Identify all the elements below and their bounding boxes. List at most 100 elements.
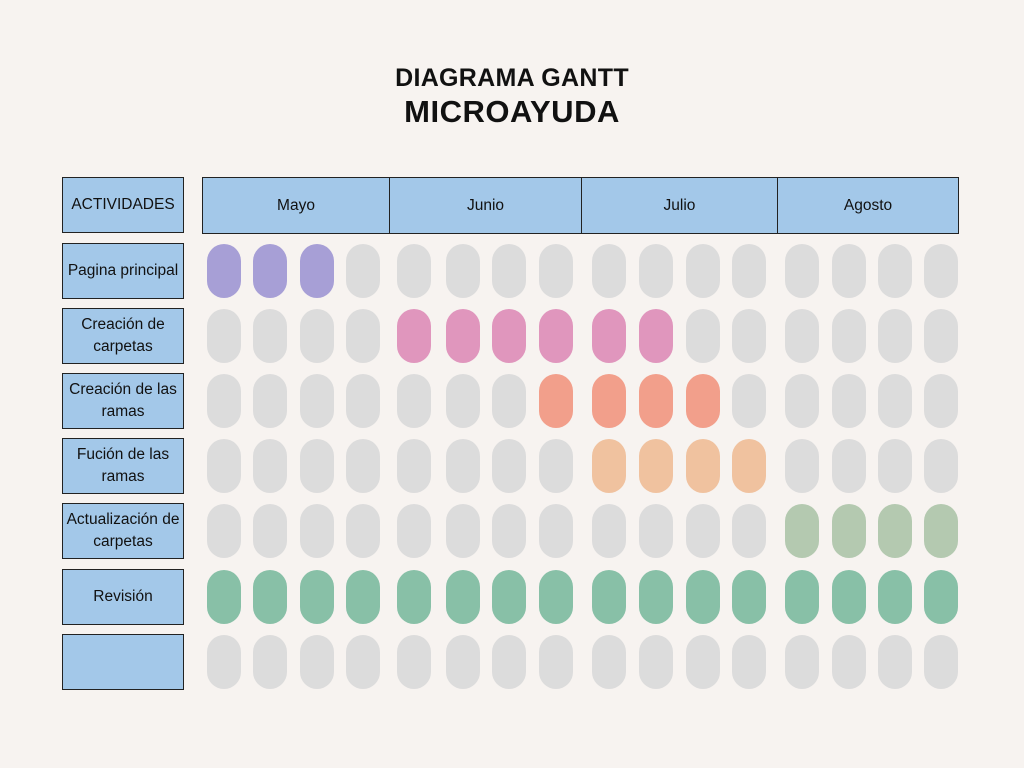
week-cell	[878, 309, 912, 363]
activities-header: ACTIVIDADES	[62, 177, 184, 233]
week-cell-active	[639, 570, 673, 624]
week-cell	[539, 504, 573, 558]
activity-label: Revisión	[62, 569, 184, 625]
week-cell-active	[397, 309, 431, 363]
week-cell	[397, 635, 431, 689]
week-cell	[397, 244, 431, 298]
week-cell	[832, 374, 866, 428]
week-cell-active	[492, 309, 526, 363]
week-cell-active	[639, 374, 673, 428]
week-cell	[878, 635, 912, 689]
week-cell	[346, 439, 380, 493]
week-cell	[592, 635, 626, 689]
week-cell-active	[446, 570, 480, 624]
week-cell	[253, 504, 287, 558]
week-cell	[785, 244, 819, 298]
week-cell	[300, 635, 334, 689]
activity-label	[62, 634, 184, 690]
week-cell-active	[300, 570, 334, 624]
activity-label: Creación de carpetas	[62, 308, 184, 364]
week-cell	[639, 635, 673, 689]
week-cell-active	[785, 504, 819, 558]
week-cell-active	[253, 244, 287, 298]
week-cell	[686, 635, 720, 689]
week-cell	[300, 504, 334, 558]
week-cell	[686, 244, 720, 298]
week-cell	[346, 244, 380, 298]
week-cell	[686, 309, 720, 363]
week-cell	[492, 244, 526, 298]
week-cell	[832, 635, 866, 689]
week-cell-active	[539, 374, 573, 428]
week-cell	[446, 504, 480, 558]
week-cell	[207, 439, 241, 493]
week-cell	[300, 374, 334, 428]
week-cell	[253, 439, 287, 493]
month-agosto: Agosto	[777, 178, 958, 233]
week-cell-active	[639, 439, 673, 493]
week-cell	[446, 439, 480, 493]
week-cell	[397, 504, 431, 558]
week-cell	[207, 504, 241, 558]
month-mayo: Mayo	[203, 178, 389, 233]
week-cell	[686, 504, 720, 558]
week-cell	[300, 439, 334, 493]
week-cell-active	[686, 570, 720, 624]
week-cell	[346, 504, 380, 558]
week-cell-active	[446, 309, 480, 363]
month-julio: Julio	[581, 178, 777, 233]
week-cell	[539, 439, 573, 493]
week-cell-active	[207, 570, 241, 624]
week-cell	[346, 374, 380, 428]
week-cell	[207, 635, 241, 689]
chart-subtitle: MICROAYUDA	[404, 94, 620, 129]
week-cell-active	[253, 570, 287, 624]
week-cell-active	[592, 439, 626, 493]
week-cell	[785, 374, 819, 428]
week-cell	[639, 504, 673, 558]
week-cell-active	[397, 570, 431, 624]
week-cell	[446, 374, 480, 428]
week-cell	[832, 244, 866, 298]
week-cell-active	[832, 504, 866, 558]
week-cell	[492, 504, 526, 558]
week-cell	[732, 635, 766, 689]
week-cell-active	[539, 570, 573, 624]
week-cell	[732, 504, 766, 558]
week-cell	[346, 309, 380, 363]
month-junio: Junio	[389, 178, 581, 233]
week-cell	[785, 439, 819, 493]
week-cell-active	[207, 244, 241, 298]
week-cell-active	[592, 570, 626, 624]
week-cell	[492, 635, 526, 689]
week-cell-active	[492, 570, 526, 624]
activity-label: Fución de las ramas	[62, 438, 184, 494]
week-cell	[732, 309, 766, 363]
week-cell-active	[539, 309, 573, 363]
week-cell-active	[924, 570, 958, 624]
week-cell	[253, 309, 287, 363]
week-cell	[878, 439, 912, 493]
week-cell	[446, 635, 480, 689]
activity-label: Pagina principal	[62, 243, 184, 299]
week-cell	[924, 439, 958, 493]
week-cell	[592, 504, 626, 558]
week-cell-active	[300, 244, 334, 298]
week-cell	[492, 439, 526, 493]
week-cell-active	[639, 309, 673, 363]
week-cell	[832, 439, 866, 493]
week-cell	[878, 374, 912, 428]
week-cell	[732, 244, 766, 298]
week-cell	[592, 244, 626, 298]
week-cell	[878, 244, 912, 298]
week-cell	[639, 244, 673, 298]
week-cell	[539, 244, 573, 298]
week-cell-active	[878, 504, 912, 558]
week-cell-active	[686, 439, 720, 493]
week-cell	[207, 309, 241, 363]
week-cell	[397, 439, 431, 493]
chart-title: DIAGRAMA GANTT	[395, 64, 629, 92]
week-cell-active	[686, 374, 720, 428]
week-cell	[253, 374, 287, 428]
week-cell	[346, 635, 380, 689]
